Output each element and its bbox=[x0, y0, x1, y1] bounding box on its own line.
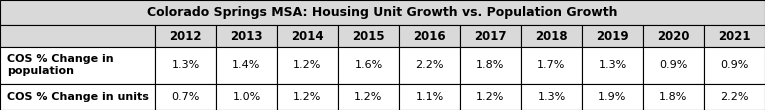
Bar bbox=[216, 47, 277, 83]
Text: 1.8%: 1.8% bbox=[477, 60, 505, 70]
Bar bbox=[277, 47, 338, 83]
Text: 1.7%: 1.7% bbox=[537, 60, 565, 70]
Bar bbox=[643, 26, 704, 47]
Bar bbox=[460, 47, 521, 83]
Text: 1.3%: 1.3% bbox=[598, 60, 627, 70]
Bar bbox=[338, 83, 399, 110]
Text: 2019: 2019 bbox=[596, 30, 629, 43]
Text: COS % Change in
population: COS % Change in population bbox=[7, 54, 114, 76]
Bar bbox=[521, 47, 582, 83]
Bar bbox=[277, 83, 338, 110]
Text: 2021: 2021 bbox=[718, 30, 750, 43]
Bar bbox=[460, 26, 521, 47]
Bar bbox=[399, 47, 460, 83]
Bar bbox=[216, 83, 277, 110]
Text: 2020: 2020 bbox=[657, 30, 690, 43]
Bar bbox=[582, 26, 643, 47]
Text: 1.2%: 1.2% bbox=[477, 92, 505, 102]
Text: 2016: 2016 bbox=[413, 30, 446, 43]
Text: COS % Change in units: COS % Change in units bbox=[7, 92, 149, 102]
Bar bbox=[643, 83, 704, 110]
Text: 1.4%: 1.4% bbox=[233, 60, 261, 70]
Text: 1.3%: 1.3% bbox=[537, 92, 565, 102]
Text: 2.2%: 2.2% bbox=[721, 92, 749, 102]
Text: 2018: 2018 bbox=[536, 30, 568, 43]
Text: 1.3%: 1.3% bbox=[171, 60, 200, 70]
Bar bbox=[155, 47, 216, 83]
Bar bbox=[582, 83, 643, 110]
Bar bbox=[155, 26, 216, 47]
Bar bbox=[0, 26, 155, 47]
Bar bbox=[643, 47, 704, 83]
Text: 2.2%: 2.2% bbox=[415, 60, 444, 70]
Text: 1.8%: 1.8% bbox=[659, 92, 688, 102]
Bar bbox=[399, 83, 460, 110]
Bar bbox=[0, 47, 155, 83]
Text: 1.0%: 1.0% bbox=[233, 92, 261, 102]
Bar bbox=[582, 47, 643, 83]
Text: 2013: 2013 bbox=[230, 30, 262, 43]
Text: 2012: 2012 bbox=[169, 30, 202, 43]
Text: 2014: 2014 bbox=[291, 30, 324, 43]
Text: 1.6%: 1.6% bbox=[354, 60, 382, 70]
Text: 0.7%: 0.7% bbox=[171, 92, 200, 102]
Bar bbox=[216, 26, 277, 47]
Text: 1.9%: 1.9% bbox=[598, 92, 627, 102]
Bar bbox=[399, 26, 460, 47]
Text: 0.9%: 0.9% bbox=[659, 60, 688, 70]
Bar bbox=[704, 26, 765, 47]
Bar bbox=[277, 26, 338, 47]
Bar bbox=[521, 26, 582, 47]
Bar bbox=[338, 47, 399, 83]
Bar bbox=[704, 47, 765, 83]
Bar bbox=[704, 83, 765, 110]
Bar bbox=[338, 26, 399, 47]
Bar bbox=[0, 83, 155, 110]
Text: 1.2%: 1.2% bbox=[354, 92, 382, 102]
Bar bbox=[521, 83, 582, 110]
Text: Colorado Springs MSA: Housing Unit Growth vs. Population Growth: Colorado Springs MSA: Housing Unit Growt… bbox=[147, 6, 618, 19]
Text: 1.2%: 1.2% bbox=[293, 60, 322, 70]
Text: 1.1%: 1.1% bbox=[415, 92, 444, 102]
Text: 2017: 2017 bbox=[474, 30, 506, 43]
Text: 0.9%: 0.9% bbox=[721, 60, 749, 70]
Bar bbox=[0, 0, 765, 26]
Bar bbox=[460, 83, 521, 110]
Text: 2015: 2015 bbox=[352, 30, 385, 43]
Text: 1.2%: 1.2% bbox=[293, 92, 322, 102]
Bar bbox=[155, 83, 216, 110]
